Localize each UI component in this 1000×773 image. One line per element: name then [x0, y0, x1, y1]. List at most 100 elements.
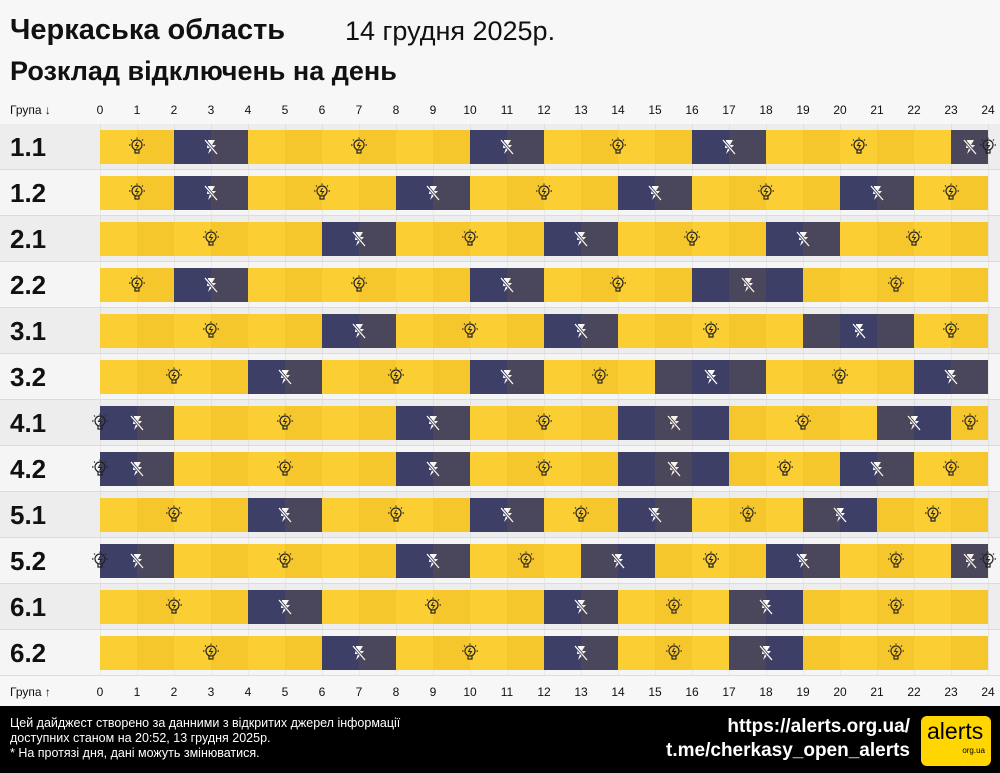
group-label: 2.2 [10, 270, 47, 300]
lightbulb-icon [942, 321, 960, 341]
no-power-icon [424, 183, 442, 203]
hour-tick: 1 [133, 685, 141, 699]
hour-shade [729, 636, 766, 670]
lightbulb-icon [165, 505, 183, 525]
lightbulb-icon [591, 367, 609, 387]
hour-shade [507, 498, 544, 532]
hour-shade [581, 590, 618, 624]
lightbulb-icon [128, 137, 146, 157]
hour-shade [951, 222, 988, 256]
no-power-icon [202, 183, 220, 203]
hour-shade [359, 360, 396, 394]
website-link[interactable]: https://alerts.org.ua/ [727, 716, 910, 737]
lightbulb-icon [831, 367, 849, 387]
no-power-icon [572, 229, 590, 249]
hour-shade [507, 176, 544, 210]
lightbulb-icon [276, 551, 294, 571]
hour-shade [655, 406, 692, 440]
hour-shade [211, 452, 248, 486]
hour-shade [285, 222, 322, 256]
hour-tick: 24 [981, 685, 995, 699]
group-row-6.1: 6.1 [0, 584, 1000, 630]
hour-tick: 21 [870, 685, 884, 699]
telegram-link[interactable]: t.me/cherkasy_open_alerts [666, 740, 910, 761]
hour-shade [359, 498, 396, 532]
group-row-1.1: 1.1 [0, 124, 1000, 170]
hour-shade [803, 222, 840, 256]
no-power-icon [202, 275, 220, 295]
hour-shade [285, 130, 322, 164]
lightbulb-icon [461, 229, 479, 249]
hour-shade [285, 590, 322, 624]
group-row-4.2: 4.2 [0, 446, 1000, 492]
hour-tick: 17 [722, 103, 736, 117]
hour-shade [211, 268, 248, 302]
hour-shade [285, 314, 322, 348]
hour-tick: 17 [722, 685, 736, 699]
lightbulb-icon [387, 367, 405, 387]
no-power-icon [128, 459, 146, 479]
hour-shade [433, 590, 470, 624]
hour-shade [285, 636, 322, 670]
hour-tick: 18 [759, 103, 773, 117]
group-row-2.1: 2.1 [0, 216, 1000, 262]
hour-shade [433, 452, 470, 486]
lightbulb-icon [313, 183, 331, 203]
hour-shade [137, 498, 174, 532]
group-axis-label: Група ↑ [10, 685, 51, 699]
hour-shade [211, 498, 248, 532]
hour-shade [877, 268, 914, 302]
lightbulb-icon [91, 459, 109, 479]
no-power-icon [609, 551, 627, 571]
hour-shade [433, 176, 470, 210]
lightbulb-icon [424, 597, 442, 617]
group-label: 6.2 [10, 638, 47, 668]
hour-shade [951, 130, 988, 164]
lightbulb-icon [942, 459, 960, 479]
group-row-3.2: 3.2 [0, 354, 1000, 400]
hour-tick: 2 [170, 685, 178, 699]
hour-shade [803, 636, 840, 670]
hour-shade [507, 268, 544, 302]
lightbulb-icon [276, 459, 294, 479]
no-power-icon [702, 367, 720, 387]
hour-shade [433, 130, 470, 164]
hour-tick: 11 [500, 685, 514, 699]
no-power-icon [424, 551, 442, 571]
hour-tick: 0 [96, 685, 104, 699]
no-power-icon [128, 413, 146, 433]
hour-tick: 1 [133, 103, 141, 117]
page-subtitle: Розклад відключень на день [10, 56, 397, 86]
lightbulb-icon [683, 229, 701, 249]
no-power-icon [794, 551, 812, 571]
hour-shade [359, 222, 396, 256]
hour-shade [433, 636, 470, 670]
logo-subtext: org.ua [962, 746, 985, 755]
hour-tick: 5 [281, 103, 289, 117]
no-power-icon [498, 137, 516, 157]
group-row-3.1: 3.1 [0, 308, 1000, 354]
lightbulb-icon [665, 597, 683, 617]
group-label: 5.2 [10, 546, 47, 576]
hour-shade [137, 636, 174, 670]
no-power-icon [498, 505, 516, 525]
hour-shade [877, 452, 914, 486]
hour-shade [359, 544, 396, 578]
lightbulb-icon [535, 459, 553, 479]
no-power-icon [572, 321, 590, 341]
lightbulb-icon [535, 183, 553, 203]
hour-shade [803, 590, 840, 624]
hour-shade [951, 590, 988, 624]
hour-shade [211, 636, 248, 670]
hour-tick: 15 [648, 103, 662, 117]
hour-shade [581, 314, 618, 348]
lightbulb-icon [979, 137, 997, 157]
lightbulb-icon [609, 137, 627, 157]
hour-tick: 5 [281, 685, 289, 699]
hour-tick: 13 [574, 103, 588, 117]
no-power-icon [646, 183, 664, 203]
no-power-icon [905, 413, 923, 433]
group-axis-label: Група ↓ [10, 103, 51, 117]
lightbulb-icon [794, 413, 812, 433]
hour-shade [581, 498, 618, 532]
